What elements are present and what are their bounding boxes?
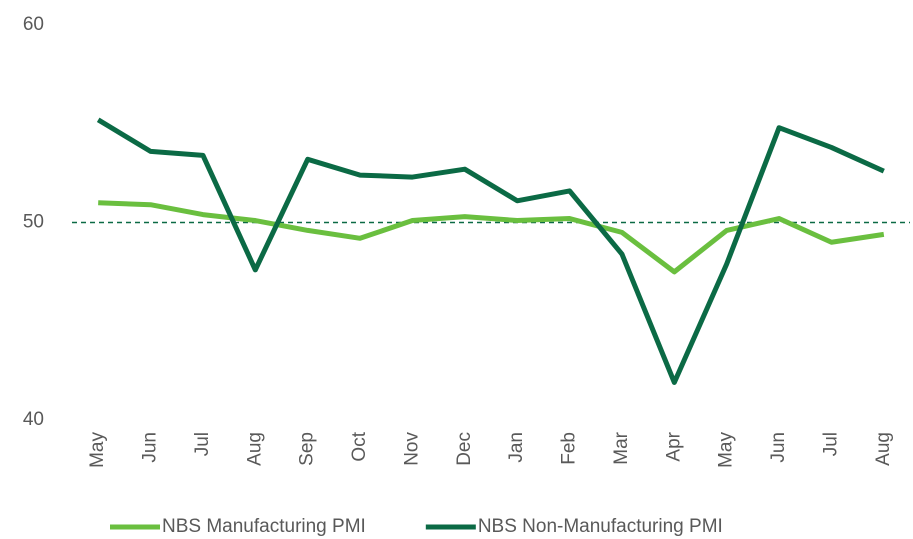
x-tick-label: Nov <box>401 432 422 466</box>
y-tick-label: 60 <box>23 14 44 35</box>
x-tick-label: Dec <box>454 432 475 466</box>
x-tick-label: Aug <box>244 432 265 466</box>
x-tick-label: May <box>716 432 737 468</box>
x-tick-label: Apr <box>663 431 684 461</box>
x-tick-label: Jul <box>192 432 213 456</box>
series-line <box>96 117 885 385</box>
x-tick-label: Jul <box>820 432 841 456</box>
x-tick-label: May <box>87 432 108 468</box>
x-tick-label: Sep <box>297 432 318 466</box>
y-tick-label: 40 <box>23 409 44 430</box>
x-tick-label: Jun <box>140 432 161 463</box>
series-line <box>98 200 885 275</box>
legend-label: NBS Manufacturing PMI <box>162 516 366 537</box>
x-tick-label: Oct <box>349 431 370 461</box>
x-tick-label: Feb <box>559 432 580 465</box>
legend-label: NBS Non-Manufacturing PMI <box>478 516 723 537</box>
x-tick-label: Jan <box>506 432 527 463</box>
x-tick-label: Aug <box>873 432 894 466</box>
x-tick-label: Jun <box>768 432 789 463</box>
x-tick-label: Mar <box>611 431 632 464</box>
y-tick-label: 50 <box>23 212 44 233</box>
